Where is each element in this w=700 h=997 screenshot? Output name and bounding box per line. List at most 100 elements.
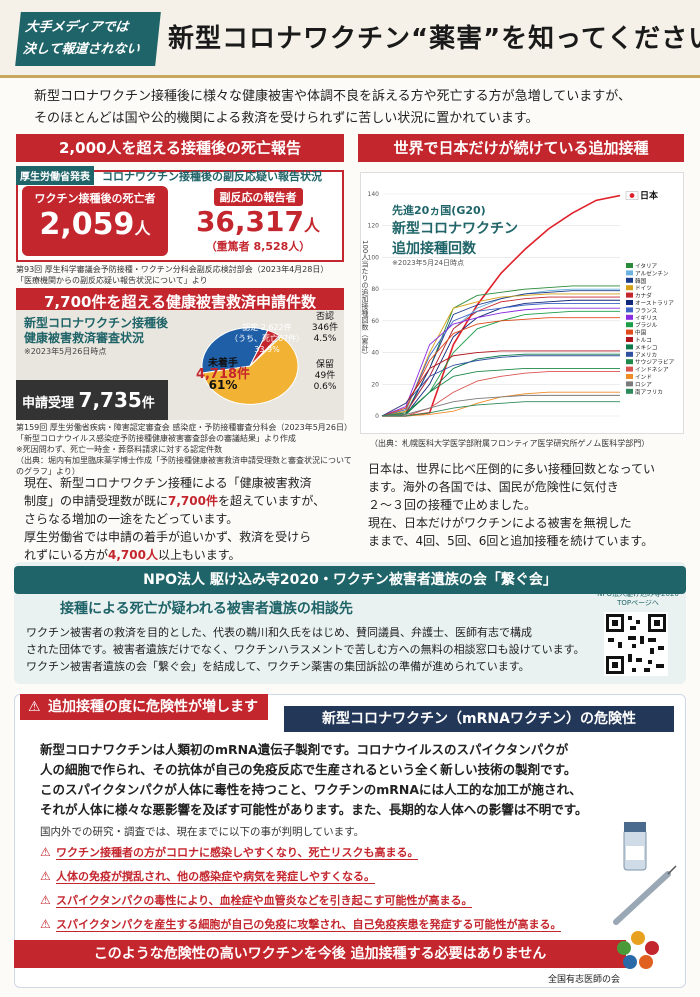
legend-label: イギリス xyxy=(635,315,658,322)
npo-line2: された団体です。被害者遺族だけでなく、ワクチンハラスメントで苦しむ方への無料の相… xyxy=(26,643,585,656)
series-line xyxy=(381,293,620,417)
severe-count: （重篤者 8,528人） xyxy=(205,240,311,253)
right-p2-a: 現在、日本だけがワクチンによる被害を無視した xyxy=(368,516,632,530)
series-line xyxy=(382,371,620,417)
chart-title: 先進20ヵ国(G20) 新型コロナワクチン 追加接種回数 ※2023年5月24日… xyxy=(392,202,518,268)
y-tick-label: 100 xyxy=(368,254,380,261)
legend-label: ロシア xyxy=(635,381,652,388)
legend-label: インド xyxy=(635,375,652,381)
series-line xyxy=(381,355,620,417)
flag-icon xyxy=(626,344,633,350)
deaths-label: ワクチン接種後の死亡者 xyxy=(34,192,156,205)
risk-text-3: スパイクタンパクの毒性により、血栓症や血管炎などを引き起こす可能性が高まる。 xyxy=(56,894,473,908)
warning-icon: ⚠ xyxy=(40,917,51,931)
relief-source-3: ※死因問わず、死亡一時金・葬祭料請求に対する認定件数 xyxy=(16,445,223,454)
risk-item: ⚠ 人体の免疫が撹乱され、他の感染症や病気を発症しやすくなる。 xyxy=(40,866,640,886)
left-body-text: 現在、新型コロナワクチン接種による「健康被害救済 制度」の申請受理数が既に7,7… xyxy=(24,474,350,564)
approved-pct: 33.9% xyxy=(254,345,280,354)
series-line xyxy=(381,367,620,417)
qr-label-2: TOPページへ xyxy=(617,599,659,607)
left-p1-red: 7,700件 xyxy=(168,494,218,508)
legend-label: サウジアラビア xyxy=(635,358,675,366)
received-label: 申請受理 xyxy=(22,396,75,411)
reports-value: 36,317 xyxy=(195,205,305,238)
relief-title-1: 新型コロナワクチン接種後 xyxy=(24,316,169,330)
y-tick-label: 120 xyxy=(368,223,380,230)
flag-icon xyxy=(626,388,633,394)
flag-icon xyxy=(626,292,633,298)
series-line xyxy=(381,394,620,417)
pie-denied-label: 否認 346件 4.5% xyxy=(306,312,344,345)
legend-label: 中国 xyxy=(635,329,647,337)
pie-slice-approved xyxy=(201,327,269,374)
y-tick-label: 80 xyxy=(371,286,379,293)
flag-icon xyxy=(626,307,633,313)
danger-tag-text: 追加接種の度に危険性が増します xyxy=(48,699,258,715)
risk-item: ⚠ スパイクタンパクを産生する細胞が自己の免疫に攻撃され、自己免疫疾患を発症する可… xyxy=(40,914,640,934)
bottom-banner: このような危険性の高いワクチンを今後 追加接種する必要はありません xyxy=(14,940,626,968)
flag-dot xyxy=(629,193,635,198)
hold-label: 保留 xyxy=(315,360,334,370)
flag-icon xyxy=(626,322,633,328)
denied-label: 否認 xyxy=(315,312,334,322)
unstarted-label: 未着手 xyxy=(208,358,238,369)
qr-label-1: NPO法人駆け込み寺2020 xyxy=(597,590,679,598)
y-tick-label: 140 xyxy=(368,191,380,198)
qr-code-icon[interactable] xyxy=(604,612,668,676)
right-p1-c: ２〜３回の接種で止めました。 xyxy=(368,498,537,512)
flag-icon xyxy=(626,359,633,365)
flag-icon xyxy=(626,351,633,357)
reports-count-card: 副反応の報告者 36,317人 （重篤者 8,528人） xyxy=(176,186,340,256)
y-tick-label: 20 xyxy=(371,381,379,388)
pie-approved-label: 認定 2,622件 （うち、死亡67件） 33.9% xyxy=(230,322,304,355)
left-p1-b: 制度」の申請受理数が既に xyxy=(24,494,169,508)
pie-hold-label: 保留 49件 0.6% xyxy=(306,360,344,393)
unstarted-pct: 61% xyxy=(208,378,238,392)
legend-label: ブラジル xyxy=(635,321,658,329)
legend-label: アメリカ xyxy=(635,352,657,359)
deaths-source-1: 第93回 厚生科学審議会予防接種・ワクチン分科会副反応検討部会（2023年4月2… xyxy=(16,265,329,274)
warning-icon: ⚠ xyxy=(40,893,51,907)
deaths-value: 2,059 xyxy=(39,207,135,242)
mhlw-tag: 厚生労働省発表 xyxy=(16,166,94,185)
flag-icon xyxy=(626,374,633,379)
relief-date: ※2023年5月26日時点 xyxy=(24,347,107,356)
npo-subheading: 接種による死亡が疑われる被害者遺族の相談先 xyxy=(60,601,353,617)
relief-source-2: 「新型コロナウイルス感染症予防接種健康被害審査部会の審議結果」より作成 xyxy=(16,434,296,443)
intro-text: 新型コロナワクチン接種後に様々な健康被害や体調不良を訴える方や死亡する方が急増し… xyxy=(34,86,674,130)
left-p2-a: 厚生労働省では申請の着手が追いかず、救済を受けら xyxy=(24,530,312,544)
reports-label: 副反応の報告者 xyxy=(213,188,303,206)
npo-heading: NPO法人 駆け込み寺2020・ワクチン被害者遺族の会「繋ぐ会」 xyxy=(14,566,686,594)
danger-box xyxy=(14,694,686,988)
legend-label: 南アフリカ xyxy=(635,388,663,396)
left-p1-d: さらなる増加の一途をたどっています。 xyxy=(24,512,239,526)
legend-label: カナダ xyxy=(635,292,652,300)
booster-heading: 世界で日本だけが続けている追加接種 xyxy=(358,134,684,162)
unstarted-value: 4,718件 xyxy=(195,367,251,382)
risk-text-1: ワクチン接種者の方がコロナに感染しやすくなり、死亡リスクも高まる。 xyxy=(56,846,419,860)
chart-title-3: 追加接種回数 xyxy=(392,241,476,257)
left-p1-a: 現在、新型コロナワクチン接種による「健康被害救済 xyxy=(24,476,312,490)
intro-line2: そのほとんどは国や公的機関による救済を受けられずに苦しい状況に置かれています。 xyxy=(34,111,539,126)
header-tag-line1: 大手メディアでは xyxy=(24,20,130,35)
deaths-heading: 2,000人を超える接種後の死亡報告 xyxy=(16,134,344,162)
reports-unit: 人 xyxy=(304,216,321,235)
right-p1-b: ます。海外の各国では、国民が危険性に気付き xyxy=(368,480,619,494)
approved-sub: （うち、死亡67件） xyxy=(230,334,305,343)
flag-icon xyxy=(626,300,633,305)
risk-text-2: 人体の免疫が撹乱され、他の感染症や病気を発症しやすくなる。 xyxy=(56,870,375,884)
doctors-association-logo-icon xyxy=(617,931,659,969)
deaths-unit: 人 xyxy=(134,219,151,238)
qr-label: NPO法人駆け込み寺2020 TOPページへ xyxy=(596,590,680,608)
booster-line-chart: 0 20 40 60 80 100 120 140 日本イタリアアルゼンチン韓国ドイツカナダオー… xyxy=(368,190,675,420)
deaths-source: 第93回 厚生科学審議会予防接種・ワクチン分科会副反応検討部会（2023年4月2… xyxy=(16,264,346,286)
flag-icon xyxy=(626,314,633,320)
npo-line1: ワクチン被害者の救済を目的とした、代表の鵜川和久氏をはじめ、賛同議員、弁護士、医… xyxy=(26,626,532,639)
legend-label: メキシコ xyxy=(635,344,657,351)
legend-label: フランス xyxy=(635,307,658,314)
relief-source: 第159回 厚生労働省疾病・障害認定審査会 感染症・予防接種審査分科会（2023… xyxy=(16,422,356,477)
approved-label: 認定 2,622件 xyxy=(242,323,292,332)
chart-date: ※2023年5月24日時点 xyxy=(392,259,465,267)
intro-line1: 新型コロナワクチン接種後に様々な健康被害や体調不良を訴える方や死亡する方が急増し… xyxy=(34,89,631,104)
legend-label: ドイツ xyxy=(635,286,652,292)
